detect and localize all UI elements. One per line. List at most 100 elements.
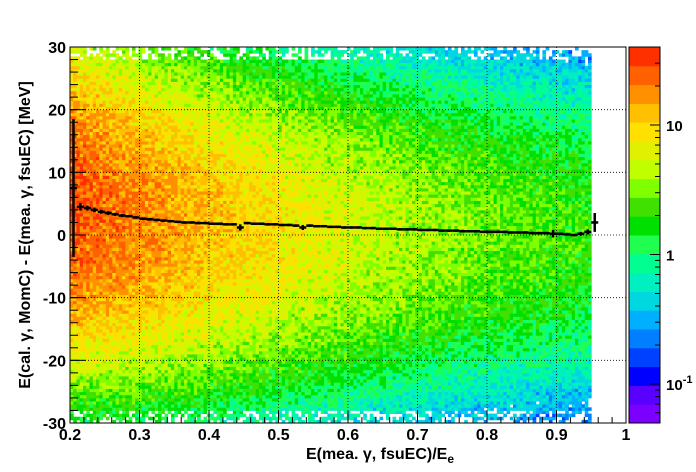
profile-point xyxy=(195,221,203,225)
profile-point xyxy=(452,229,460,232)
profile-point xyxy=(417,228,425,232)
profile-point xyxy=(236,224,244,231)
profile-point xyxy=(83,205,91,211)
profile-point xyxy=(111,212,119,216)
profile-point xyxy=(368,226,376,230)
profile-point xyxy=(424,228,432,232)
profile-point xyxy=(208,222,216,225)
x-tick-label: 0.7 xyxy=(406,427,428,444)
profile-point xyxy=(104,211,112,215)
x-tick-label: 1 xyxy=(622,427,631,444)
profile-point xyxy=(445,229,453,232)
heatmap-cells xyxy=(70,47,592,424)
profile-point xyxy=(264,223,272,226)
x-axis-title: E(mea. γ, fsuEC)/Ee xyxy=(306,446,454,466)
profile-point xyxy=(69,119,77,257)
profile-point xyxy=(480,230,488,234)
color-scale-swatch xyxy=(629,329,660,349)
x-tick-label: 0.3 xyxy=(128,427,150,444)
profile-point xyxy=(146,218,154,221)
profile-point xyxy=(222,223,230,226)
x-tick-label: 0.6 xyxy=(337,427,359,444)
x-tick-label: 0.4 xyxy=(198,427,220,444)
profile-point xyxy=(160,219,168,222)
profile-point xyxy=(563,233,571,236)
color-scale-swatch xyxy=(629,347,660,368)
color-scale-swatch xyxy=(629,253,660,274)
y-tick-label: -20 xyxy=(43,353,66,370)
profile-point xyxy=(181,221,189,224)
profile-point xyxy=(153,218,161,222)
profile-point xyxy=(382,227,390,230)
color-scale-swatch xyxy=(629,178,660,198)
profile-point xyxy=(334,225,342,229)
profile-point xyxy=(250,222,258,225)
profile-point xyxy=(271,223,279,226)
x-axis: 0.2 0.3 0.4 0.5 0.6 0.7 0.8 0.9 1 xyxy=(59,411,631,444)
profile-point xyxy=(431,228,439,232)
color-scale-label: 10 xyxy=(666,118,683,135)
profile-point xyxy=(132,216,140,219)
y-tick-label: 10 xyxy=(48,165,66,182)
profile-point xyxy=(570,233,578,237)
color-scale-swatch xyxy=(629,197,660,217)
y-tick-label: 30 xyxy=(48,40,66,57)
color-scale: 10 1 10-1 xyxy=(628,46,692,424)
x-tick-label: 0.8 xyxy=(476,427,498,444)
profile-point xyxy=(410,228,418,231)
color-scale-swatch xyxy=(629,122,660,142)
profile-point xyxy=(375,227,383,230)
profile-point xyxy=(188,221,196,224)
profile-point xyxy=(306,224,314,227)
profile-point xyxy=(549,229,557,238)
x-tick-label: 0.5 xyxy=(267,427,289,444)
profile-point xyxy=(327,225,335,229)
profile-series xyxy=(69,119,599,257)
x-tick-label: 0.2 xyxy=(59,427,81,444)
profile-point xyxy=(215,222,223,225)
profile-point xyxy=(97,209,105,214)
profile-point xyxy=(486,230,494,234)
profile-point xyxy=(507,231,515,234)
color-scale-label: 10-1 xyxy=(666,374,692,394)
profile-point xyxy=(243,221,251,225)
profile-point xyxy=(299,224,307,230)
profile-point xyxy=(438,229,446,232)
profile-point xyxy=(292,224,300,227)
profile-point xyxy=(125,214,133,218)
profile-point xyxy=(528,231,536,235)
profile-point xyxy=(174,220,182,224)
x-axis-title-main: E(mea. γ, fsuEC)/E xyxy=(306,446,448,463)
color-scale-swatch xyxy=(629,216,660,236)
profile-point xyxy=(278,223,286,227)
x-axis-title-sub: e xyxy=(447,452,454,466)
y-tick-label: 20 xyxy=(48,103,66,120)
profile-point xyxy=(202,221,210,225)
profile-point xyxy=(591,213,599,232)
x-tick-label: 0.9 xyxy=(545,427,567,444)
color-scale-swatch xyxy=(629,47,660,67)
profile-point xyxy=(285,223,293,227)
color-scale-swatch xyxy=(629,366,660,386)
profile-point xyxy=(341,226,349,229)
profile-point xyxy=(466,229,474,233)
y-axis-title: E(cal. γ, MomC) - E(mea. γ, fsuEC) [MeV] xyxy=(17,81,34,389)
profile-point xyxy=(320,224,328,228)
profile-point xyxy=(76,203,84,211)
profile-point xyxy=(459,229,467,233)
profile-point xyxy=(535,231,543,235)
color-scale-swatch xyxy=(629,159,660,180)
profile-point xyxy=(118,214,126,218)
color-scale-label: 1 xyxy=(666,247,674,264)
profile-point xyxy=(473,229,481,233)
profile-point xyxy=(542,231,550,235)
profile-point xyxy=(403,228,411,231)
profile-point xyxy=(396,228,404,231)
color-scale-swatch xyxy=(629,65,660,86)
profile-point xyxy=(347,226,355,229)
y-tick-label: -10 xyxy=(43,291,66,308)
profile-point xyxy=(229,223,237,226)
profile-point xyxy=(577,231,585,236)
y-tick-label: 0 xyxy=(57,228,66,245)
